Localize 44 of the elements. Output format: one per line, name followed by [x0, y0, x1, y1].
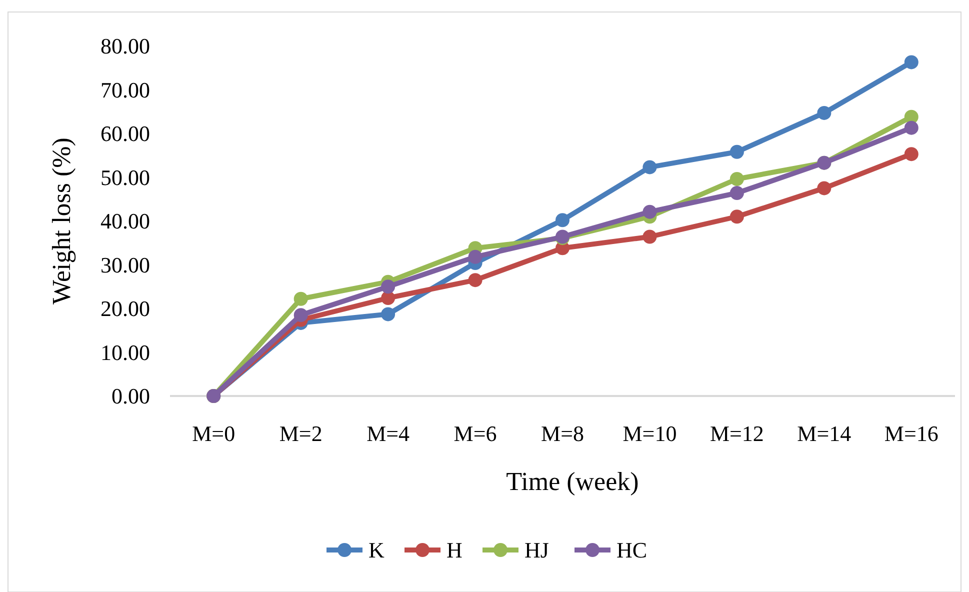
point: [381, 307, 396, 322]
y-tick-label: 80.00: [100, 34, 150, 59]
legend-label: K: [368, 538, 384, 563]
point: [642, 160, 657, 174]
point: [381, 280, 396, 294]
point: [294, 292, 308, 306]
x-tick-label: M=12: [710, 421, 764, 446]
point: [817, 106, 832, 120]
x-tick-label: M=4: [366, 421, 410, 446]
legend-label: HJ: [524, 538, 550, 563]
y-tick-label: 60.00: [100, 121, 150, 146]
point: [730, 210, 744, 224]
point: [730, 186, 744, 200]
y-tick-label: 40.00: [100, 208, 150, 234]
point: [381, 291, 396, 305]
y-tick-label: 0.00: [112, 384, 150, 409]
point: [730, 172, 744, 186]
point: [904, 55, 918, 70]
point: [904, 120, 918, 135]
y-tick-label: 70.00: [100, 77, 150, 102]
x-tick-label: M=2: [279, 421, 322, 446]
x-axis-title: Time (week): [506, 467, 639, 496]
y-tick-label: 10.00: [100, 340, 150, 365]
point: [468, 250, 482, 264]
point: [294, 308, 308, 322]
point: [642, 204, 657, 219]
y-tick-label: 30.00: [100, 252, 150, 278]
point: [730, 144, 744, 159]
x-tick-label: M=8: [541, 421, 584, 446]
y-axis-title: Weight loss (%): [47, 138, 76, 304]
point: [904, 147, 918, 162]
x-tick-label: M=6: [454, 421, 497, 446]
x-tick-label: M=10: [622, 421, 677, 446]
point: [642, 230, 657, 244]
x-tick-label: M=0: [192, 421, 236, 446]
point: [556, 213, 570, 228]
point: [817, 181, 832, 196]
x-tick-label: M=14: [797, 421, 852, 446]
legend-label: HC: [616, 538, 648, 563]
point: [468, 273, 482, 288]
y-tick-label: 20.00: [100, 296, 150, 322]
x-tick-label: M=16: [884, 421, 938, 446]
legend-label: H: [446, 538, 462, 563]
y-tick-label: 50.00: [100, 164, 150, 190]
